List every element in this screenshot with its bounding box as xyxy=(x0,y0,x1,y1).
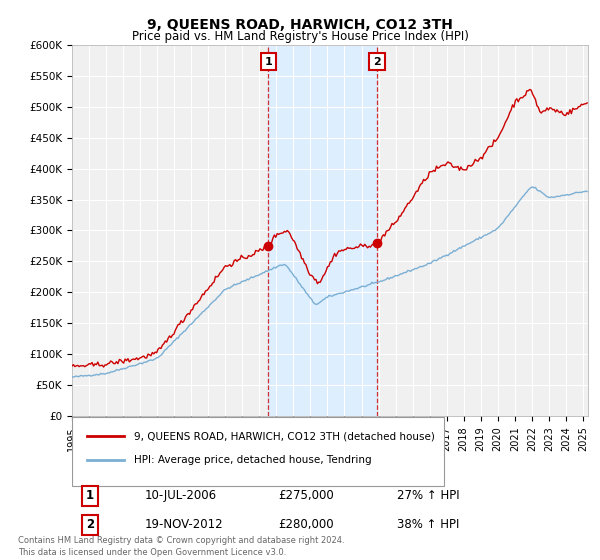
Text: 9, QUEENS ROAD, HARWICH, CO12 3TH (detached house): 9, QUEENS ROAD, HARWICH, CO12 3TH (detac… xyxy=(134,431,435,441)
Text: £280,000: £280,000 xyxy=(278,519,334,531)
Bar xyxy=(268,45,377,416)
Text: HPI: Average price, detached house, Tendring: HPI: Average price, detached house, Tend… xyxy=(134,455,371,465)
Text: 27% ↑ HPI: 27% ↑ HPI xyxy=(397,489,460,502)
Text: 2: 2 xyxy=(373,57,381,67)
Text: Price paid vs. HM Land Registry's House Price Index (HPI): Price paid vs. HM Land Registry's House … xyxy=(131,30,469,43)
Text: £275,000: £275,000 xyxy=(278,489,334,502)
Text: 19-NOV-2012: 19-NOV-2012 xyxy=(144,519,223,531)
Text: 1: 1 xyxy=(86,489,94,502)
Text: 1: 1 xyxy=(265,57,272,67)
FancyBboxPatch shape xyxy=(72,418,443,487)
Text: 2: 2 xyxy=(86,519,94,531)
Text: 10-JUL-2006: 10-JUL-2006 xyxy=(144,489,217,502)
Text: Contains HM Land Registry data © Crown copyright and database right 2024.
This d: Contains HM Land Registry data © Crown c… xyxy=(18,536,344,557)
Text: 38% ↑ HPI: 38% ↑ HPI xyxy=(397,519,460,531)
Text: 9, QUEENS ROAD, HARWICH, CO12 3TH: 9, QUEENS ROAD, HARWICH, CO12 3TH xyxy=(147,18,453,32)
